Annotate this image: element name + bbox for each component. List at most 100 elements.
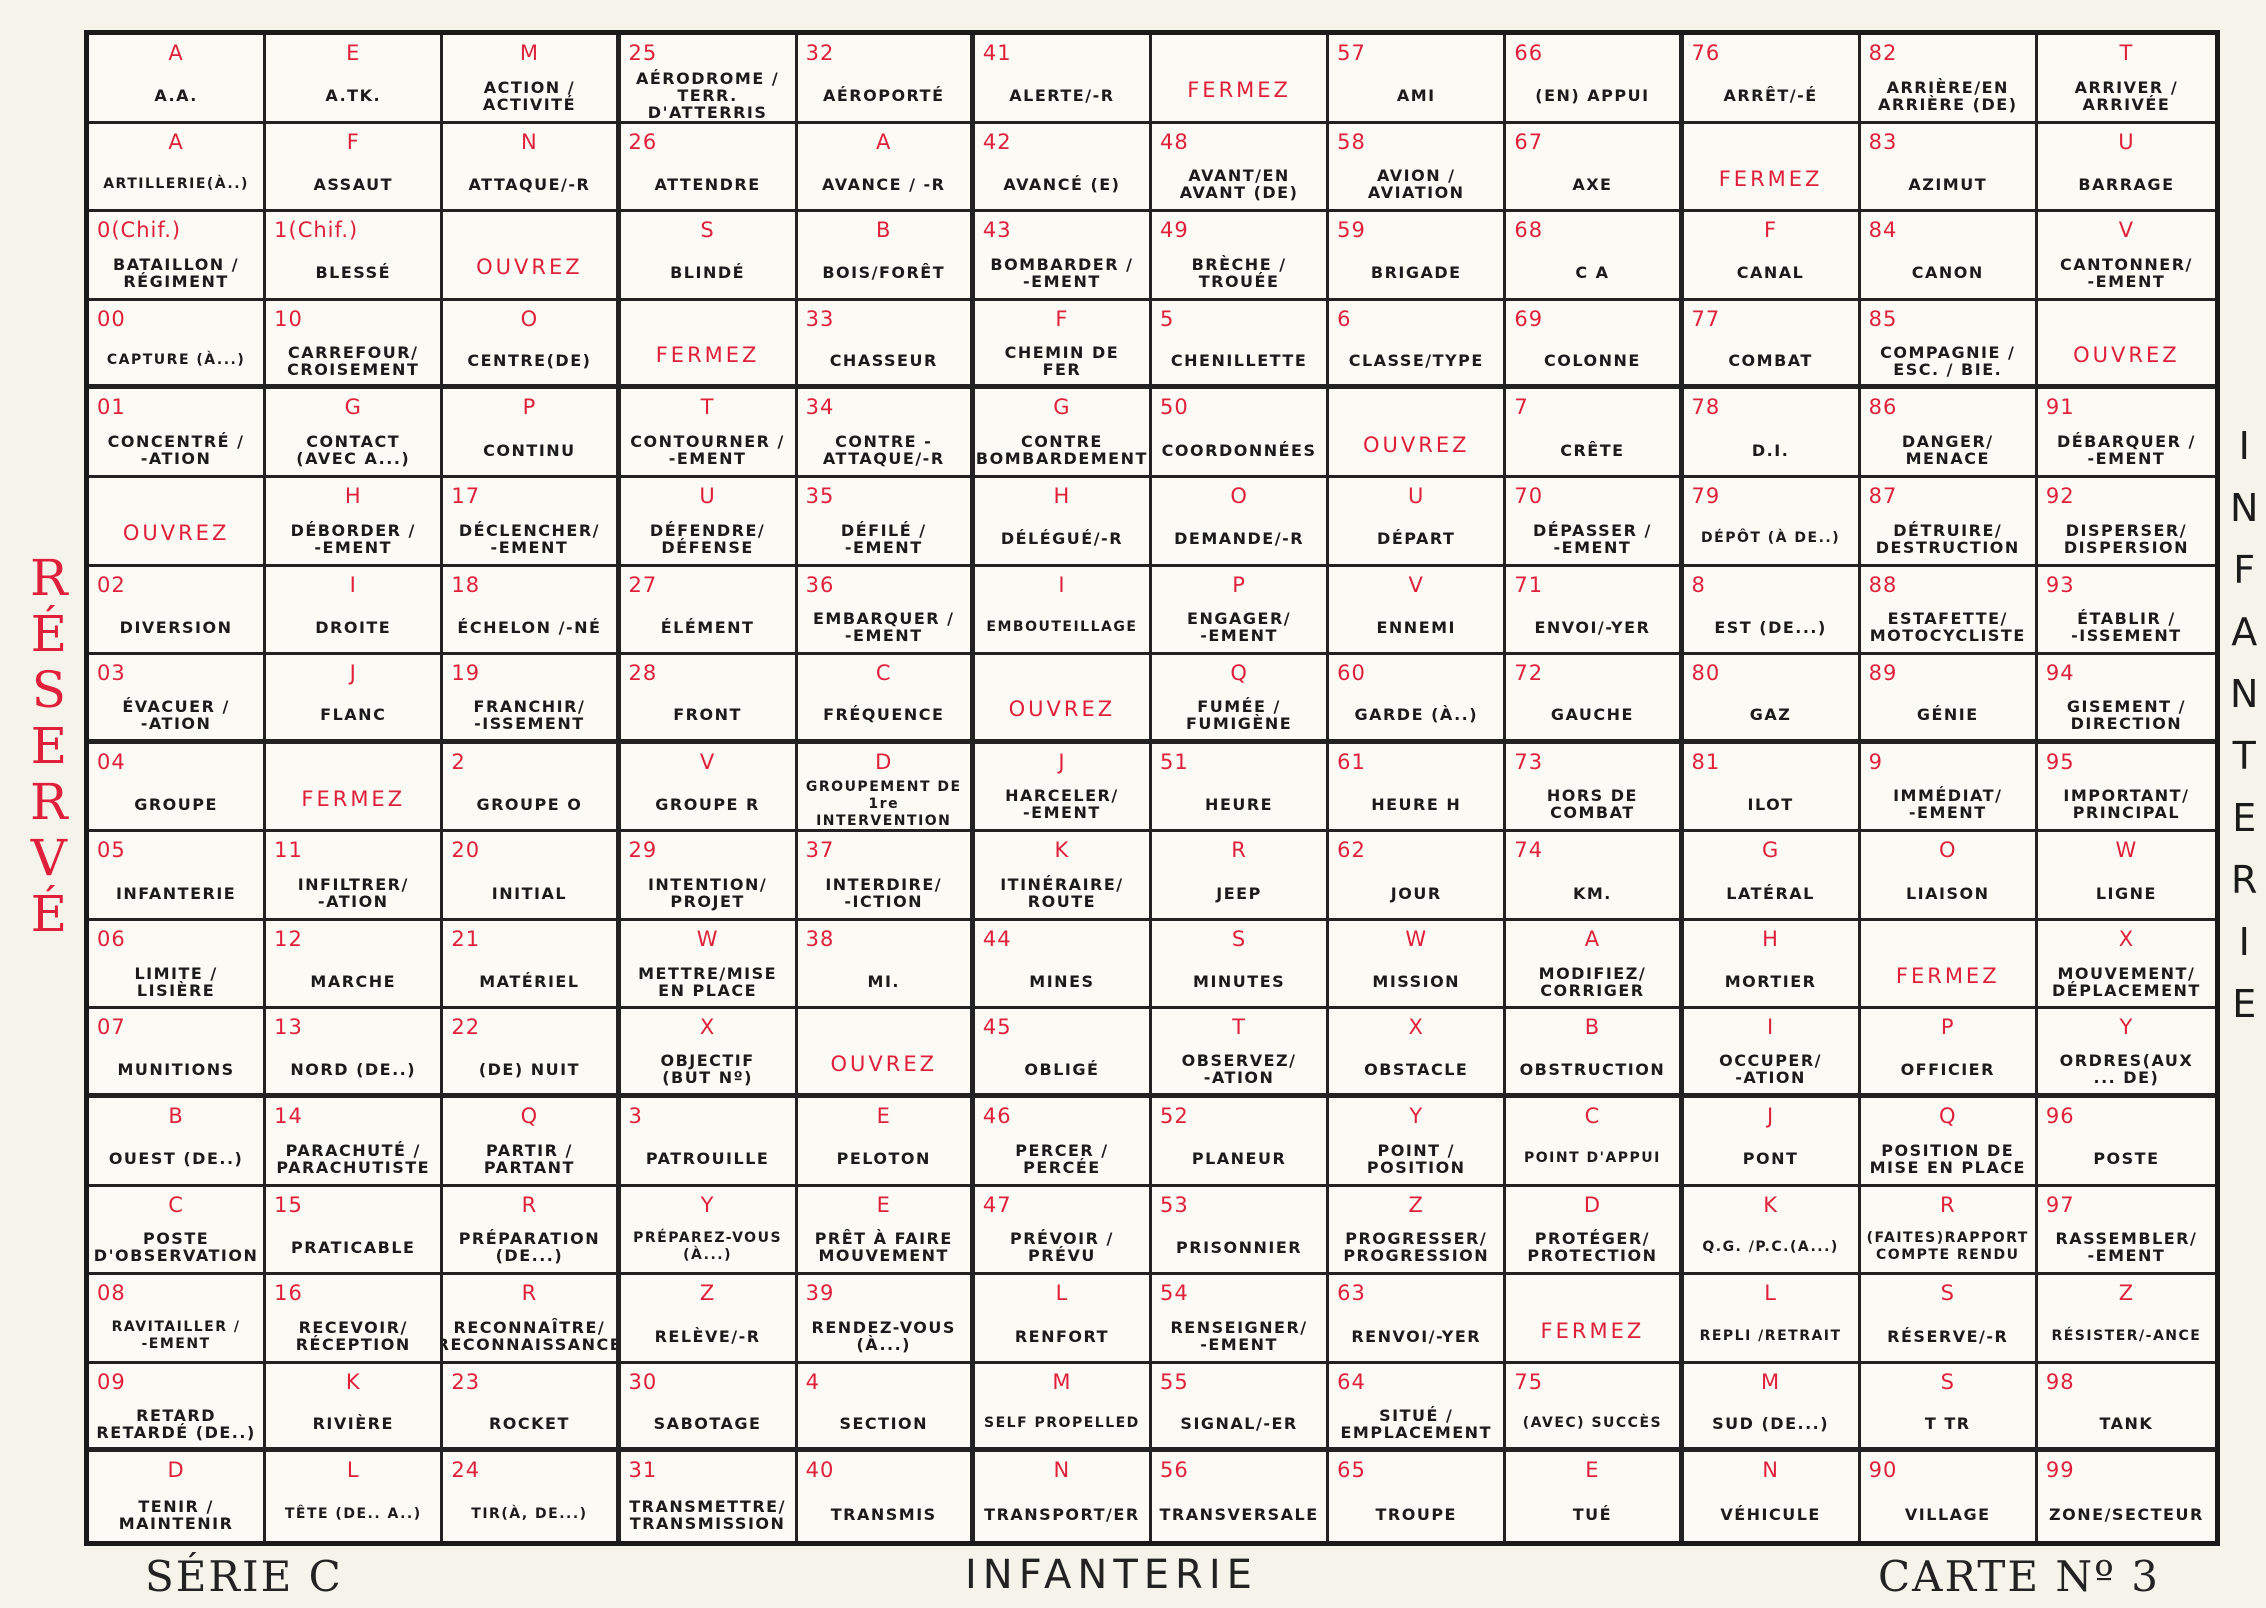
cell-meaning: EMBOUTEILLAGE — [986, 618, 1138, 635]
cell-meaning: DISPERSER/ DISPERSION — [2063, 520, 2190, 557]
cell-code: 47 — [982, 1192, 1012, 1217]
code-cell: M SELF PROPELLED — [974, 1363, 1152, 1453]
code-cell: 88 ESTAFETTE/ MOTOCYCLISTE — [1860, 566, 2038, 656]
code-cell: 65 TROUPE — [1329, 1452, 1507, 1541]
code-cell: G LATÉRAL — [1683, 832, 1861, 921]
code-cell: W MISSION — [1329, 920, 1507, 1010]
cell-meaning: DÉPÔT (À DE..) — [1701, 530, 1841, 547]
cell-meaning: CONTRE BOMBARDEMENT — [975, 432, 1148, 469]
cell-code: 82 — [1868, 41, 1898, 65]
cell-meaning: MODIFIEZ/ CORRIGER — [1538, 963, 1647, 1000]
cell-code: X — [1408, 1015, 1424, 1040]
cell-code: 51 — [1160, 749, 1189, 774]
code-cell: 55 SIGNAL/-ER — [1152, 1363, 1330, 1453]
cell-meaning: (EN) APPUI — [1535, 86, 1650, 106]
code-cell: S RÉSERVE/-R — [1860, 1275, 2038, 1364]
cell-meaning: FLANC — [320, 705, 387, 725]
cell-meaning: TROUPE — [1375, 1505, 1457, 1525]
cell-meaning: PLANEUR — [1191, 1149, 1287, 1169]
cell-code: 83 — [1868, 129, 1898, 154]
cell-code: 27 — [628, 572, 658, 597]
code-cell: 02 DIVERSION — [89, 566, 267, 656]
cell-code: 78 — [1691, 395, 1721, 420]
cell-meaning: PRATICABLE — [290, 1237, 416, 1257]
cell-code: 95 — [2045, 749, 2075, 774]
cell-code: Y — [700, 1192, 715, 1217]
code-cell: P OFFICIER — [1860, 1009, 2038, 1099]
cell-meaning: ATTENDRE — [654, 174, 761, 194]
code-cell: 75 (AVEC) SUCCÈS — [1506, 1363, 1684, 1453]
cell-meaning: ARTILLERIE(À..) — [103, 175, 249, 192]
cell-code: 26 — [628, 129, 658, 154]
cell-code: 21 — [451, 926, 481, 951]
code-cell: 22 (DE) NUIT — [443, 1009, 621, 1099]
code-cell: B OUEST (DE..) — [89, 1098, 267, 1187]
cell-code: 04 — [97, 749, 126, 774]
code-cell: N VÉHICULE — [1684, 1452, 1861, 1541]
control-word: OUVREZ — [2073, 343, 2180, 368]
cell-code: 3 — [628, 1104, 643, 1129]
cell-meaning: PRÉPARATION (DE...) — [458, 1229, 601, 1266]
control-word: OUVREZ — [122, 521, 230, 546]
cell-code: J — [349, 661, 357, 686]
cell-code: 33 — [805, 306, 835, 331]
code-cell: 94 GISEMENT / DIRECTION — [2037, 655, 2215, 744]
cell-meaning: FRÉQUENCE — [823, 705, 945, 725]
cell-code: 30 — [628, 1369, 658, 1394]
cell-meaning: RENFORT — [1014, 1326, 1109, 1346]
code-cell: 26 ATTENDRE — [620, 123, 798, 213]
code-cell: FERMEZ — [1152, 35, 1330, 124]
cell-code: Z — [2118, 1281, 2135, 1306]
code-cell: A ARTILLERIE(À..) — [89, 123, 267, 213]
cell-code: U — [2118, 129, 2135, 154]
cell-meaning: PRÊT À FAIRE MOUVEMENT — [814, 1229, 953, 1266]
cell-code: F — [1055, 306, 1069, 331]
cell-code: 08 — [97, 1281, 126, 1306]
cell-meaning: KM. — [1572, 883, 1612, 903]
code-cell: O LIAISON — [1860, 832, 2038, 921]
cell-code: 7 — [1514, 395, 1529, 420]
code-cell: Y PRÉPAREZ-VOUS (À...) — [620, 1186, 798, 1276]
code-cell: 3 PATROUILLE — [620, 1098, 798, 1187]
cell-code: 72 — [1514, 661, 1544, 686]
code-cell: Q PARTIR / PARTANT — [443, 1098, 621, 1187]
cell-meaning: FUMÉE / FUMIGÈNE — [1185, 696, 1293, 733]
cell-meaning: LIAISON — [1905, 883, 1990, 903]
code-cell: Q FUMÉE / FUMIGÈNE — [1152, 655, 1330, 744]
code-cell: N TRANSPORT/ER — [975, 1452, 1152, 1541]
cell-meaning: RELÈVE/-R — [654, 1326, 761, 1346]
code-cell: 20 INITIAL — [443, 832, 621, 921]
cell-code: W — [2115, 838, 2138, 863]
cell-code: 1(Chif.) — [274, 218, 359, 243]
cell-code: 20 — [451, 838, 481, 863]
cell-code: N — [1762, 1458, 1779, 1483]
code-cell: G CONTACT (AVEC A...) — [266, 389, 444, 478]
side-letter: S — [31, 661, 66, 719]
cell-code: 94 — [2045, 661, 2075, 686]
side-letter: A — [2231, 610, 2258, 654]
code-cell: 12 MARCHE — [266, 920, 444, 1010]
cell-meaning: SABOTAGE — [653, 1414, 762, 1434]
code-cell: 96 POSTE — [2037, 1098, 2215, 1187]
side-letter: E — [2232, 982, 2257, 1026]
cell-code: K — [1763, 1192, 1778, 1217]
cell-meaning: FRONT — [673, 705, 742, 725]
code-cell: 33 CHASSEUR — [797, 300, 975, 390]
code-cell: E PRÊT À FAIRE MOUVEMENT — [797, 1186, 975, 1276]
cell-meaning: CHASSEUR — [829, 351, 938, 371]
cell-code: 85 — [1868, 306, 1898, 331]
cell-meaning: RAVITAILLER / -EMENT — [111, 1319, 241, 1353]
cell-code: Z — [1408, 1192, 1424, 1217]
cell-code: 55 — [1160, 1369, 1189, 1394]
cell-code: 86 — [1868, 395, 1898, 420]
code-cell: 58 AVION / AVIATION — [1329, 123, 1507, 213]
control-word: OUVREZ — [1008, 697, 1116, 722]
code-cell: R RECONNAÎTRE/ RECONNAISSANCE — [443, 1275, 621, 1364]
code-cell: T CONTOURNER / -EMENT — [620, 389, 798, 478]
cell-meaning: CONTRE - ATTAQUE/-R — [822, 432, 945, 469]
cell-meaning: ORDRES(AUX ... DE) — [2059, 1051, 2194, 1088]
cell-code: 02 — [97, 572, 126, 597]
cell-meaning: ENGAGER/ -EMENT — [1187, 609, 1292, 646]
cell-code: 77 — [1691, 306, 1721, 331]
cell-code: 92 — [2045, 483, 2075, 508]
